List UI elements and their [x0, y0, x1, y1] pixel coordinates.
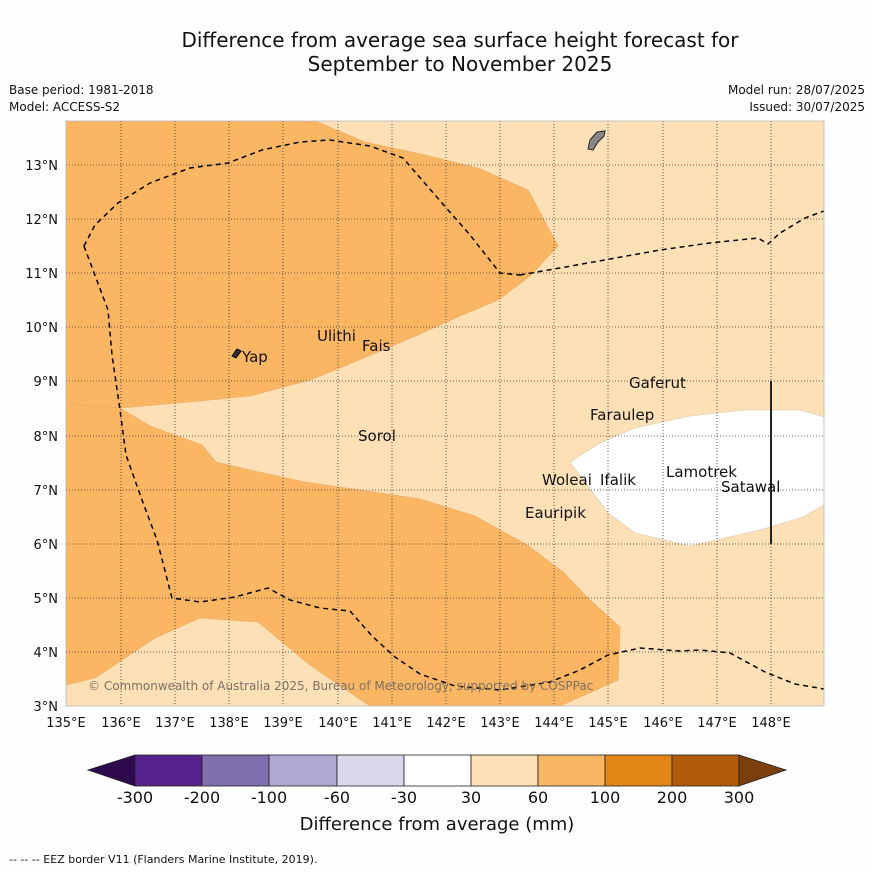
- place-sorol: Sorol: [358, 427, 396, 445]
- colorbar-label-3: -60: [324, 788, 350, 807]
- map-title: Difference from average sea surface heig…: [60, 28, 860, 76]
- title-line-2: September to November 2025: [307, 52, 613, 76]
- north-anomaly-region: [66, 121, 559, 409]
- colorbar-label-8: 200: [657, 788, 688, 807]
- place-lamotrek: Lamotrek: [666, 463, 737, 481]
- x-tick-143e: 143°E: [480, 716, 520, 731]
- y-tick-12n: 12°N: [25, 213, 58, 228]
- y-tick-7n: 7°N: [34, 484, 59, 499]
- place-gaferut: Gaferut: [629, 374, 686, 392]
- y-tick-6n: 6°N: [34, 538, 59, 553]
- place-faraulep: Faraulep: [590, 406, 654, 424]
- place-labels: Ulithi Fais Yap Gaferut Faraulep Sorol L…: [241, 327, 780, 522]
- colorbar: -300 -200 -100 -60 -30 30 60 100 200 300…: [86, 754, 788, 835]
- x-tick-135e: 135°E: [46, 716, 86, 731]
- y-tick-10n: 10°N: [25, 321, 58, 336]
- x-tick-142e: 142°E: [426, 716, 466, 731]
- meta-right: Model run: 28/07/2025 Issued: 30/07/2025: [728, 82, 865, 116]
- place-ulithi: Ulithi: [317, 327, 356, 345]
- colorbar-bin-4: [336, 754, 405, 787]
- colorbar-bin-9: [671, 754, 740, 787]
- colorbar-bin-3: [268, 754, 338, 787]
- x-tick-148e: 148°E: [751, 716, 791, 731]
- colorbar-title: Difference from average (mm): [300, 814, 575, 835]
- guam-island: [587, 130, 606, 151]
- place-woleai: Woleai: [542, 471, 592, 489]
- x-tick-140e: 140°E: [318, 716, 358, 731]
- map-area: Ulithi Fais Yap Gaferut Faraulep Sorol L…: [66, 121, 824, 706]
- place-yap: Yap: [241, 348, 268, 366]
- colorbar-label-9: 300: [724, 788, 755, 807]
- colorbar-bin-1: [134, 754, 203, 787]
- eez-border-western: [83, 245, 824, 691]
- colorbar-label-1: -200: [184, 788, 220, 807]
- meta-left: Base period: 1981-2018 Model: ACCESS-S2: [9, 82, 154, 116]
- x-tick-136e: 136°E: [101, 716, 141, 731]
- y-tick-13n: 13°N: [25, 159, 58, 174]
- colorbar-bin-8: [604, 754, 673, 787]
- model-run: Model run: 28/07/2025: [727, 83, 865, 97]
- x-tick-144e: 144°E: [534, 716, 574, 731]
- colorbar-label-2: -100: [251, 788, 287, 807]
- y-tick-4n: 4°N: [34, 646, 59, 661]
- place-satawal: Satawal: [721, 478, 780, 496]
- x-tick-146e: 146°E: [643, 716, 683, 731]
- colorbar-bin-5: [403, 754, 472, 787]
- colorbar-extend-high: [738, 754, 788, 787]
- colorbar-bin-7: [537, 754, 606, 787]
- x-tick-147e: 147°E: [697, 716, 737, 731]
- colorbar-extend-low: [86, 754, 136, 787]
- y-axis-labels: 13°N 12°N 11°N 10°N 9°N 8°N 7°N 6°N 5°N …: [25, 159, 58, 715]
- x-tick-137e: 137°E: [155, 716, 195, 731]
- colorbar-labels: -300 -200 -100 -60 -30 30 60 100 200 300: [117, 788, 754, 807]
- colorbar-label-6: 60: [528, 788, 548, 807]
- x-tick-138e: 138°E: [209, 716, 249, 731]
- map-frame: [65, 120, 825, 707]
- colorbar-bin-2: [201, 754, 270, 787]
- eez-border-guam: [519, 210, 824, 276]
- issued-date: Issued: 30/07/2025: [749, 100, 865, 114]
- place-fais: Fais: [362, 337, 391, 355]
- south-anomaly-region: [66, 403, 621, 706]
- y-tick-9n: 9°N: [34, 375, 59, 390]
- neutral-region: [569, 409, 824, 547]
- colorbar-label-5: 30: [461, 788, 481, 807]
- eez-footnote: -- -- -- EEZ border V11 (Flanders Marine…: [9, 853, 318, 866]
- title-line-1: Difference from average sea surface heig…: [181, 28, 739, 52]
- colorbar-label-7: 100: [590, 788, 621, 807]
- x-tick-141e: 141°E: [372, 716, 412, 731]
- y-tick-11n: 11°N: [25, 267, 58, 282]
- place-ifalik: Ifalik: [600, 471, 636, 489]
- place-eauripik: Eauripik: [525, 504, 586, 522]
- base-period: Base period: 1981-2018: [9, 83, 154, 97]
- x-tick-145e: 145°E: [588, 716, 628, 731]
- yap-island: [231, 348, 242, 359]
- y-tick-5n: 5°N: [34, 592, 59, 607]
- model-name: Model: ACCESS-S2: [9, 100, 121, 114]
- x-axis-labels: 135°E 136°E 137°E 138°E 139°E 140°E 141°…: [46, 716, 791, 731]
- colorbar-label-4: -30: [391, 788, 417, 807]
- credit-text: © Commonwealth of Australia 2025, Bureau…: [88, 679, 593, 693]
- gridlines: [66, 121, 824, 706]
- colorbar-bin-6: [470, 754, 539, 787]
- x-tick-139e: 139°E: [263, 716, 303, 731]
- colorbar-label-0: -300: [117, 788, 153, 807]
- y-tick-8n: 8°N: [34, 430, 59, 445]
- y-tick-3n: 3°N: [34, 700, 59, 715]
